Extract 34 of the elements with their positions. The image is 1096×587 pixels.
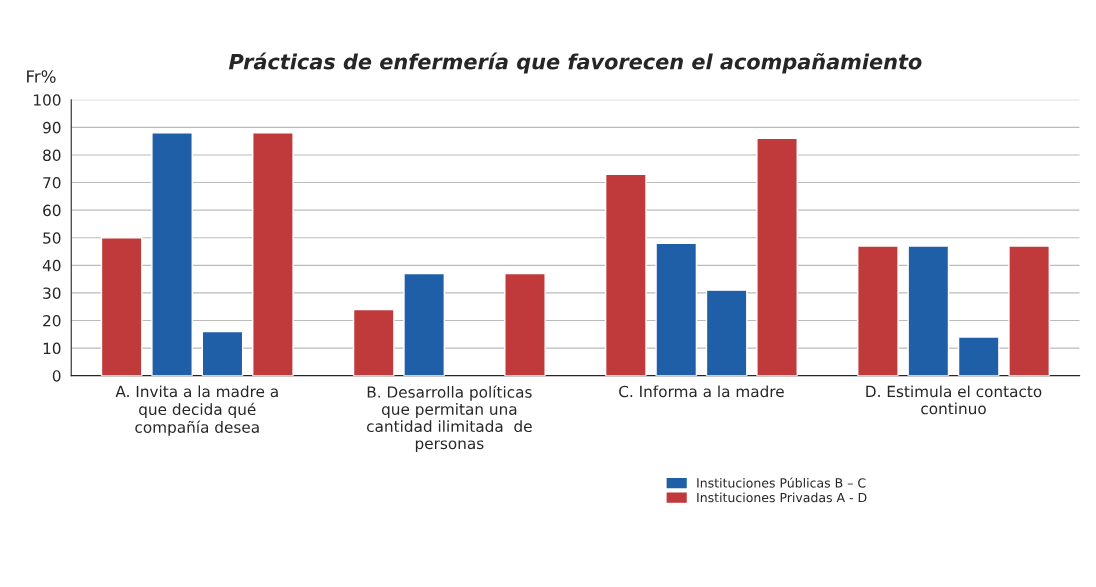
- bar: [957, 336, 1000, 376]
- bar: [151, 132, 193, 376]
- bar: [907, 245, 950, 376]
- y-tick-label: 60: [43, 204, 61, 217]
- chart-title: Prácticas de enfermería que favorecen el acompañamiento: [228, 52, 922, 74]
- bar: [504, 272, 546, 376]
- y-tick-label: 90: [43, 121, 61, 134]
- x-tick-label: A. Invita a la madre a que decida qué compañía desea: [115, 385, 278, 436]
- bar: [655, 242, 698, 376]
- y-tick-label: 100: [34, 94, 61, 106]
- y-axis-title: Fr%: [27, 70, 56, 83]
- bar: [252, 132, 294, 376]
- bar: [756, 137, 798, 376]
- legend-label: Instituciones Públicas B – C: [697, 477, 866, 488]
- y-tick-label: 0: [52, 370, 61, 382]
- bar: [857, 245, 899, 376]
- bar: [352, 308, 395, 376]
- y-tick-label: 10: [43, 342, 61, 355]
- x-tick-label: B. Desarrolla políticas que permitan una cantidad ilimitada de personas: [367, 385, 532, 453]
- x-tick-label: D. Estimula el contacto continuo: [866, 385, 1042, 415]
- bar: [1008, 245, 1051, 376]
- bar: [100, 237, 143, 376]
- y-tick-label: 50: [43, 232, 61, 244]
- bar: [201, 330, 244, 376]
- y-tick-label: 30: [43, 287, 61, 299]
- y-tick-label: 40: [42, 259, 61, 272]
- bar: [403, 272, 446, 376]
- y-tick-label: 70: [43, 177, 61, 189]
- y-tick-label: 80: [43, 149, 61, 161]
- bar: [604, 173, 647, 376]
- legend-label: Instituciones Privadas A - D: [697, 492, 867, 503]
- x-tick-label: C. Informa a la madre: [619, 385, 784, 398]
- y-tick-label: 20: [43, 314, 61, 327]
- bar: [705, 289, 748, 376]
